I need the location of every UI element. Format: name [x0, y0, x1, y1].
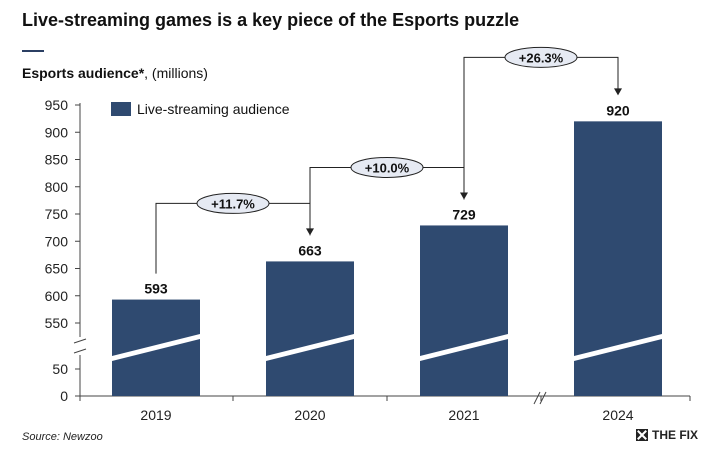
growth-label: +10.0% — [365, 160, 410, 175]
brand-logo-text: THE FIX — [652, 428, 699, 442]
x-tick-label: 2024 — [602, 407, 633, 423]
bar-value-label: 729 — [452, 206, 476, 222]
bar-break-band — [108, 333, 204, 362]
x-axis-break-mark — [533, 391, 541, 405]
growth-bubble — [350, 156, 424, 178]
growth-bubble — [504, 46, 578, 68]
y-tick-label: 650 — [45, 261, 69, 277]
y-tick-label: 950 — [45, 97, 69, 113]
x-tick-label: 2019 — [140, 407, 171, 423]
legend-swatch — [111, 102, 131, 116]
brand-mark-icon — [636, 429, 648, 441]
growth-label: +11.7% — [211, 196, 255, 211]
y-axis-break-mark — [73, 338, 87, 344]
bar-value-label: 663 — [298, 242, 322, 258]
y-tick-label: 750 — [45, 206, 69, 222]
y-tick-label: 700 — [45, 233, 69, 249]
growth-arrowhead — [614, 88, 622, 96]
brand-logo: THE FIX — [636, 428, 698, 442]
growth-label: +26.3% — [519, 50, 564, 65]
y-tick-label: 900 — [45, 124, 69, 140]
y-axis-break-mark — [73, 348, 87, 354]
bar-2020 — [266, 261, 354, 396]
y-tick-label: 0 — [60, 388, 68, 404]
bar-2021 — [420, 225, 508, 396]
bar-break-band — [262, 333, 358, 362]
source-note: Source: Newzoo — [22, 431, 103, 443]
subtitle-unit: , (millions) — [144, 65, 208, 81]
y-tick-label: 50 — [52, 361, 68, 377]
chart-subtitle: Esports audience*, (millions) — [22, 65, 208, 81]
y-tick-label: 550 — [45, 315, 69, 331]
y-tick-label: 800 — [45, 179, 69, 195]
y-tick-label: 850 — [45, 152, 69, 168]
bar-value-label: 920 — [606, 102, 630, 118]
legend-label: Live-streaming audience — [137, 101, 290, 117]
y-tick-label: 600 — [45, 288, 69, 304]
bar-break-band — [416, 333, 512, 362]
chart-title: Live-streaming games is a key piece of t… — [22, 10, 520, 30]
title-underline — [22, 50, 44, 52]
growth-bubble — [196, 192, 270, 214]
bar-break-band — [570, 333, 666, 362]
bar-value-label: 593 — [144, 281, 168, 297]
subtitle-bold: Esports audience* — [22, 65, 145, 81]
x-axis-break-mark — [539, 391, 547, 405]
x-tick-label: 2021 — [448, 407, 479, 423]
bar-2024 — [574, 121, 662, 396]
x-tick-label: 2020 — [294, 407, 325, 423]
